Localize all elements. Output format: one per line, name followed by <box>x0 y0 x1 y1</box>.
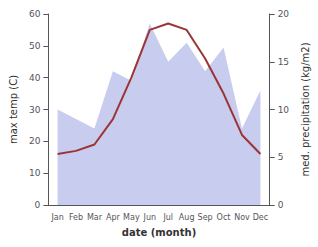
svg-text:Apr: Apr <box>106 213 121 222</box>
svg-text:0: 0 <box>278 200 284 210</box>
svg-text:Aug: Aug <box>179 213 195 222</box>
svg-text:Jun: Jun <box>143 213 157 222</box>
svg-text:10: 10 <box>278 105 290 115</box>
svg-text:20: 20 <box>278 9 290 19</box>
svg-text:date (month): date (month) <box>122 227 196 238</box>
svg-text:med. precipitation (kg/m2): med. precipitation (kg/m2) <box>300 42 311 176</box>
svg-text:40: 40 <box>29 73 41 83</box>
svg-text:5: 5 <box>278 152 284 162</box>
svg-text:max temp (C): max temp (C) <box>8 75 19 144</box>
svg-text:Sep: Sep <box>198 213 213 222</box>
svg-text:Feb: Feb <box>69 213 83 222</box>
svg-text:20: 20 <box>29 136 41 146</box>
svg-text:60: 60 <box>29 9 41 19</box>
svg-text:Mar: Mar <box>87 213 103 222</box>
svg-text:0: 0 <box>35 200 41 210</box>
svg-text:30: 30 <box>29 105 41 115</box>
svg-text:Nov: Nov <box>234 213 250 222</box>
svg-text:May: May <box>123 213 140 222</box>
svg-text:50: 50 <box>29 41 41 51</box>
svg-text:Jul: Jul <box>162 213 173 222</box>
svg-text:Oct: Oct <box>217 213 231 222</box>
svg-text:10: 10 <box>29 168 41 178</box>
svg-text:Jan: Jan <box>50 213 63 222</box>
svg-text:Dec: Dec <box>253 213 268 222</box>
svg-text:15: 15 <box>278 57 289 67</box>
